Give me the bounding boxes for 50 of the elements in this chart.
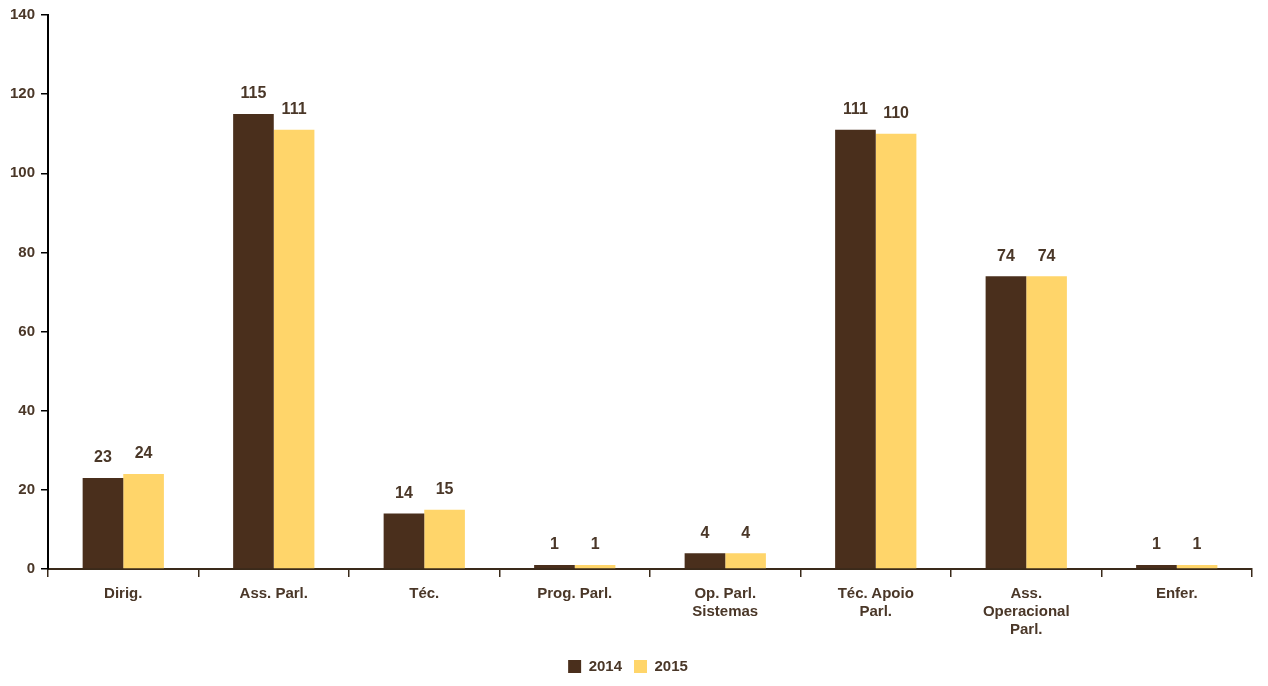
bar [233, 113, 274, 569]
bar [1026, 276, 1067, 569]
y-tick-label: 20 [18, 480, 36, 497]
data-label: 23 [94, 448, 112, 466]
data-label: 1 [1151, 535, 1161, 553]
data-label: 1 [549, 535, 559, 553]
x-tick-label: Téc. [409, 584, 440, 602]
y-tick-label: 80 [18, 242, 36, 260]
y-tick-label: 0 [26, 559, 36, 577]
data-label: 111 [281, 100, 307, 118]
bar [574, 565, 616, 569]
x-tick-label: Op. Parl. Sistemas [692, 584, 759, 620]
data-label: 74 [997, 246, 1015, 264]
data-label: 110 [883, 104, 910, 122]
data-label: 1 [1192, 535, 1202, 553]
bar [875, 133, 917, 569]
data-label: 24 [134, 444, 153, 462]
x-tick-label: Téc. Apoio Parl. [837, 584, 914, 620]
bar [534, 565, 575, 569]
data-label: 1 [590, 535, 600, 553]
bar [1176, 565, 1218, 569]
data-label: 4 [741, 523, 751, 541]
data-label: 15 [435, 480, 454, 498]
data-label: 111 [842, 100, 868, 118]
x-tick-label: Enfer. [1155, 584, 1198, 602]
bar [123, 474, 164, 569]
data-label: 4 [700, 523, 710, 541]
x-tick-label: Ass. Parl. [239, 584, 308, 602]
bar [725, 553, 766, 569]
bar [1136, 565, 1177, 569]
y-tick-label: 100 [10, 163, 36, 181]
bar [835, 129, 876, 569]
bar [383, 513, 425, 569]
x-tick-label: Ass. Operacional Parl. [982, 584, 1070, 638]
y-tick-label: 40 [18, 400, 36, 418]
x-tick-label: Prog. Parl. [537, 584, 613, 602]
y-tick-label: 60 [18, 321, 36, 339]
legend-label: 2015 [654, 656, 688, 674]
y-tick-label: 140 [10, 5, 36, 23]
x-tick-label: Dirig. [104, 584, 143, 602]
bar [82, 477, 124, 569]
data-label: 74 [1037, 246, 1056, 264]
bar [985, 276, 1027, 569]
data-label: 14 [395, 484, 413, 502]
bar [424, 509, 465, 569]
bar [273, 129, 315, 569]
legend-label: 2014 [588, 656, 623, 674]
data-label: 115 [240, 84, 267, 102]
y-tick-label: 120 [10, 84, 36, 102]
bar [684, 553, 726, 569]
